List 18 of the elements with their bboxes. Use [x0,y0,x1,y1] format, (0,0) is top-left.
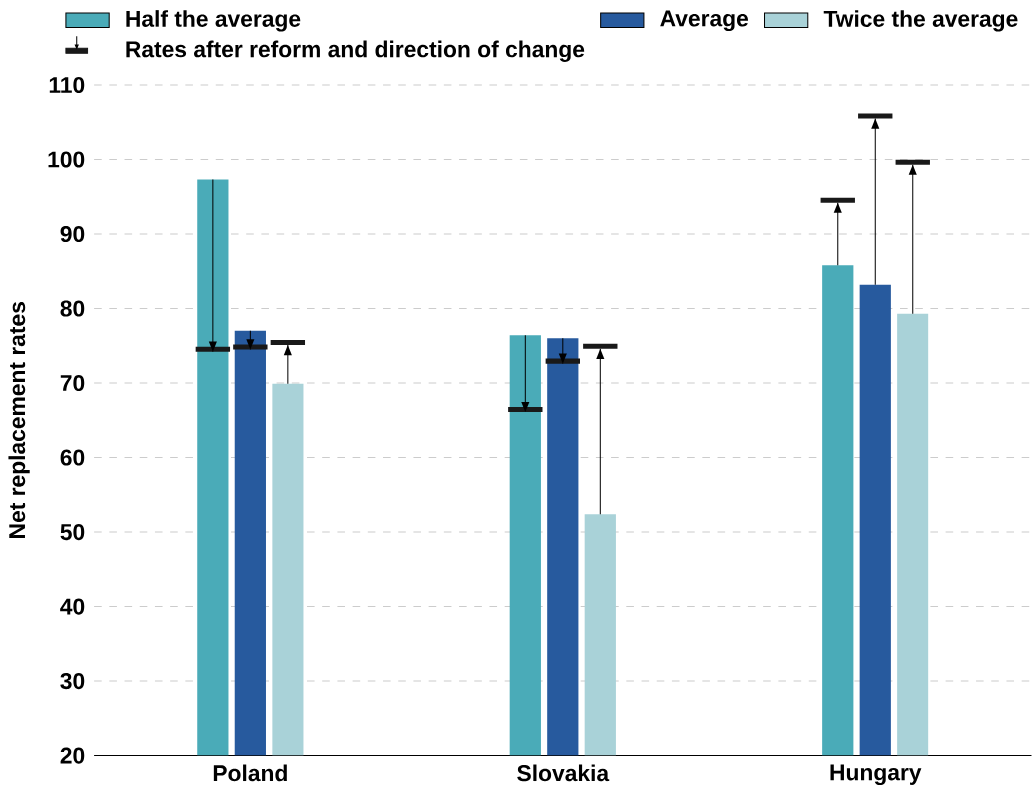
legend-label: Twice the average [823,9,1018,32]
x-tick-label: Slovakia [517,764,610,782]
y-axis-title: Net replacement rates [8,301,30,538]
y-tick-label: 50 [60,523,85,540]
y-tick-label: 20 [60,747,85,764]
y-tick-label: 40 [60,598,85,615]
legend-label: Half the average [126,9,301,32]
legend-label: Average [660,10,749,31]
y-tick-label: 70 [60,374,85,391]
y-tick-label: 80 [60,300,85,317]
x-tick-label: Poland [213,764,287,782]
y-tick-label: 90 [60,225,85,242]
y-tick-label: 110 [49,76,85,93]
y-tick-label: 60 [60,449,85,466]
y-tick-label: 30 [60,672,85,689]
x-tick-label: Hungary [830,764,922,785]
text: Rates after reform and direction of change [126,40,585,62]
y-tick-label: 100 [48,151,85,168]
